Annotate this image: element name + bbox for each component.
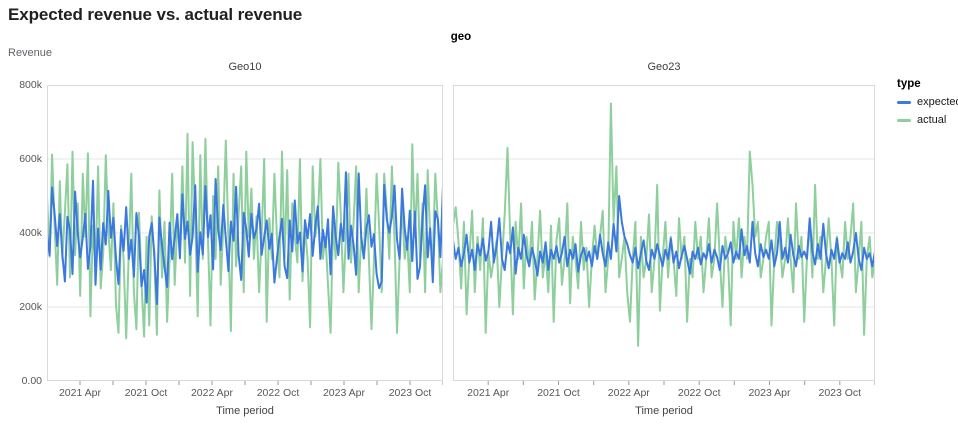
legend-item-label: actual bbox=[917, 114, 947, 126]
svg-text:2021 Apr: 2021 Apr bbox=[59, 387, 102, 399]
facet-panel-geo23: Geo23 2021 Apr 2021 Oct 2022 Apr 2022 Oct 20… bbox=[453, 61, 875, 424]
expected-line-swatch-icon bbox=[897, 101, 911, 104]
legend: type expected actual bbox=[897, 78, 958, 132]
svg-text:2023 Oct: 2023 Oct bbox=[818, 387, 861, 399]
y-axis: 800k 600k 400k 200k 0.00 bbox=[0, 79, 42, 387]
y-tick-label: 200k bbox=[19, 301, 42, 313]
svg-text:2022 Oct: 2022 Oct bbox=[678, 387, 721, 399]
x-axis-title: Time period bbox=[635, 405, 693, 417]
facet-field-label: geo bbox=[450, 31, 472, 43]
facet-title: Geo23 bbox=[647, 61, 681, 73]
y-tick-label: 600k bbox=[19, 153, 42, 165]
svg-text:2021 Oct: 2021 Oct bbox=[125, 387, 168, 399]
legend-item-label: expected bbox=[917, 96, 958, 108]
svg-text:2022 Apr: 2022 Apr bbox=[608, 387, 651, 399]
facet-panel-geo10: Geo10 2021 Apr 2021 Oct 2022 Apr 2022 Oct 20… bbox=[47, 61, 443, 424]
y-tick-label: 800k bbox=[19, 79, 42, 91]
legend-item-actual[interactable]: actual bbox=[897, 114, 958, 127]
svg-text:2021 Apr: 2021 Apr bbox=[467, 387, 510, 399]
legend-item-expected[interactable]: expected bbox=[897, 96, 958, 109]
y-tick-label: 0.00 bbox=[21, 375, 42, 387]
legend-title: type bbox=[897, 78, 921, 90]
actual-line-swatch-icon bbox=[897, 119, 911, 122]
y-axis-title: Revenue bbox=[8, 47, 53, 59]
svg-text:2022 Oct: 2022 Oct bbox=[257, 387, 300, 399]
svg-text:2022 Apr: 2022 Apr bbox=[191, 387, 234, 399]
x-axis-title: Time period bbox=[216, 405, 274, 417]
line-plot-geo23[interactable]: 2021 Apr 2021 Oct 2022 Apr 2022 Oct 2023 Apr… bbox=[453, 85, 875, 403]
svg-text:2023 Apr: 2023 Apr bbox=[323, 387, 366, 399]
svg-text:2023 Apr: 2023 Apr bbox=[748, 387, 791, 399]
page-title: Expected revenue vs. actual revenue bbox=[8, 5, 303, 24]
y-tick-label: 400k bbox=[19, 227, 42, 239]
facet-title: Geo10 bbox=[228, 61, 262, 73]
line-plot-geo10[interactable]: 2021 Apr 2021 Oct 2022 Apr 2022 Oct 2023 Apr… bbox=[47, 85, 443, 403]
svg-text:2023 Oct: 2023 Oct bbox=[389, 387, 432, 399]
svg-text:2021 Oct: 2021 Oct bbox=[537, 387, 580, 399]
